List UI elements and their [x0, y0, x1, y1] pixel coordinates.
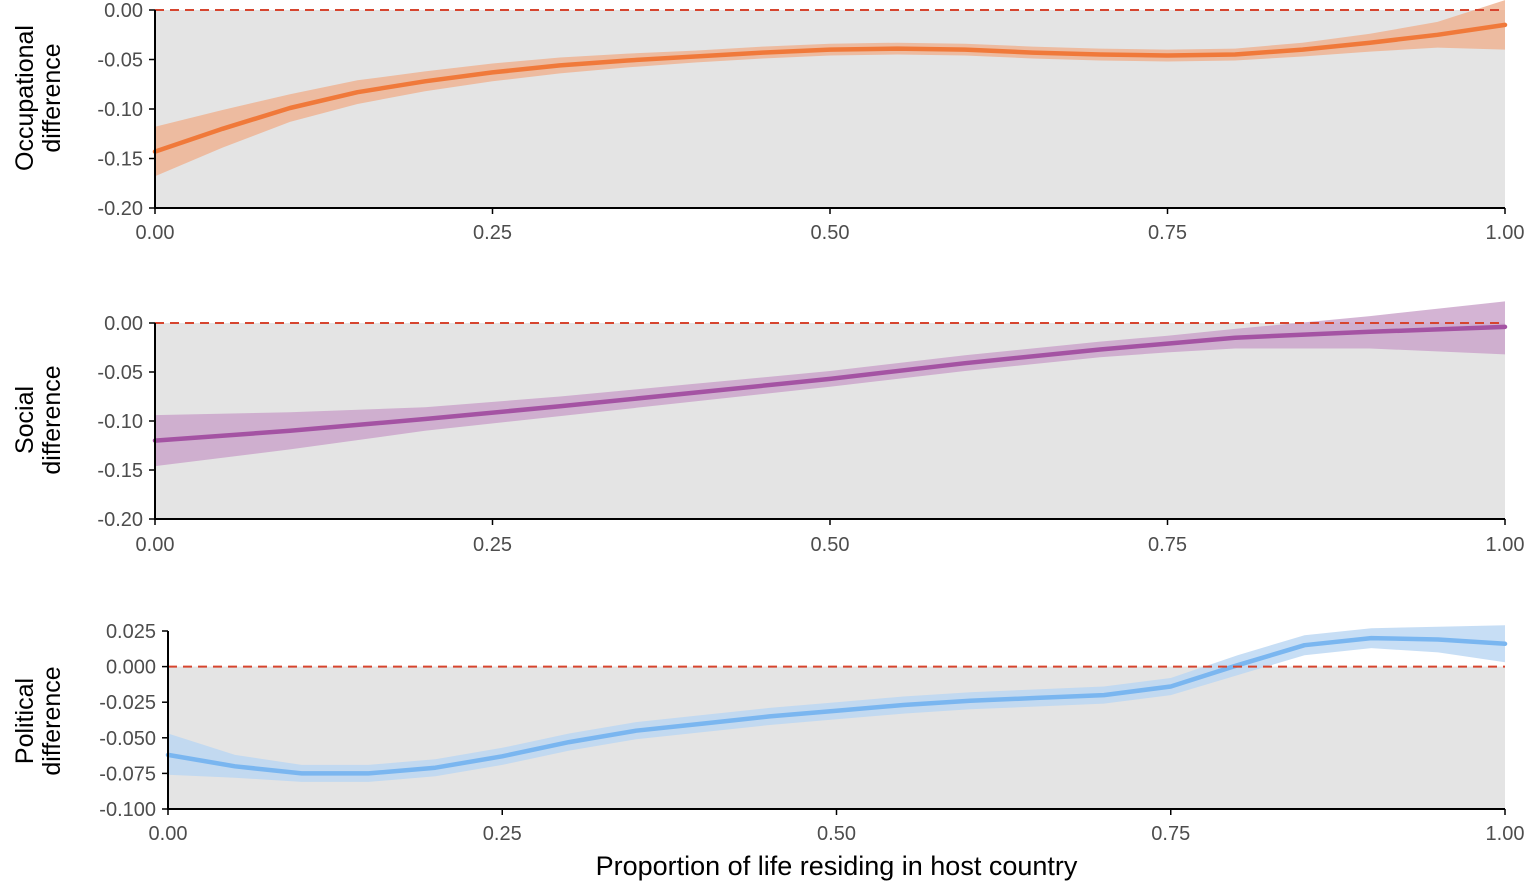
confidence-band — [155, 0, 1505, 177]
y-tick-label: -0.025 — [99, 692, 156, 714]
y-axis-label: difference — [38, 43, 66, 152]
below-zero-region — [168, 666, 1505, 809]
y-tick-label: -0.05 — [97, 50, 143, 72]
x-tick-label: 0.25 — [473, 222, 512, 244]
x-tick-label: 0.00 — [136, 222, 175, 244]
y-tick-label: -0.10 — [97, 411, 143, 433]
y-tick-label: -0.050 — [99, 728, 156, 750]
y-tick-label: 0.00 — [104, 313, 143, 335]
y-tick-label: -0.075 — [99, 763, 156, 785]
x-tick-label: 0.75 — [1148, 222, 1187, 244]
y-axis-label: Occupational — [11, 25, 39, 171]
y-tick-label: 0.025 — [106, 621, 156, 643]
y-tick-label: -0.100 — [99, 799, 156, 821]
x-tick-label: 1.00 — [1486, 222, 1525, 244]
x-tick-label: 1.00 — [1486, 823, 1525, 845]
x-tick-label: 0.25 — [473, 534, 512, 556]
y-tick-label: -0.15 — [97, 149, 143, 171]
y-axis-label: difference — [38, 365, 66, 474]
x-tick-label: 0.50 — [817, 823, 856, 845]
y-tick-label: -0.20 — [97, 509, 143, 531]
x-tick-label: 0.50 — [811, 534, 850, 556]
x-axis-label: Proportion of life residing in host coun… — [596, 851, 1078, 881]
y-axis-label: difference — [38, 666, 66, 775]
x-tick-label: 0.00 — [149, 823, 188, 845]
y-axis-label: Political — [11, 678, 39, 764]
y-tick-label: -0.15 — [97, 460, 143, 482]
panel-1: 0.00-0.05-0.10-0.15-0.200.00 0.25 0.50 0.75… — [11, 0, 1524, 244]
y-axis-label: Social — [11, 386, 39, 454]
y-tick-label: -0.20 — [97, 198, 143, 220]
panel-2: 0.00 -0.05 -0.10 -0.15 -0.20 0.00 0.25 0.50 0.75… — [11, 301, 1524, 556]
x-tick-label: 0.00 — [136, 534, 175, 556]
x-tick-label: 0.75 — [1151, 823, 1190, 845]
y-tick-label: 0.000 — [106, 657, 156, 679]
y-tick-label: 0.00 — [104, 0, 143, 22]
x-tick-label: 0.25 — [483, 823, 522, 845]
fit-line — [152, 22, 1508, 154]
fit-line — [152, 324, 1508, 443]
x-tick-label: 0.75 — [1148, 534, 1187, 556]
below-zero-region — [155, 10, 1505, 208]
confidence-band — [168, 625, 1505, 782]
fit-line — [165, 635, 1508, 776]
y-tick-label: -0.10 — [97, 99, 143, 121]
y-tick-label: -0.05 — [97, 362, 143, 384]
x-tick-label: 1.00 — [1486, 534, 1525, 556]
x-tick-label: 0.50 — [811, 222, 850, 244]
